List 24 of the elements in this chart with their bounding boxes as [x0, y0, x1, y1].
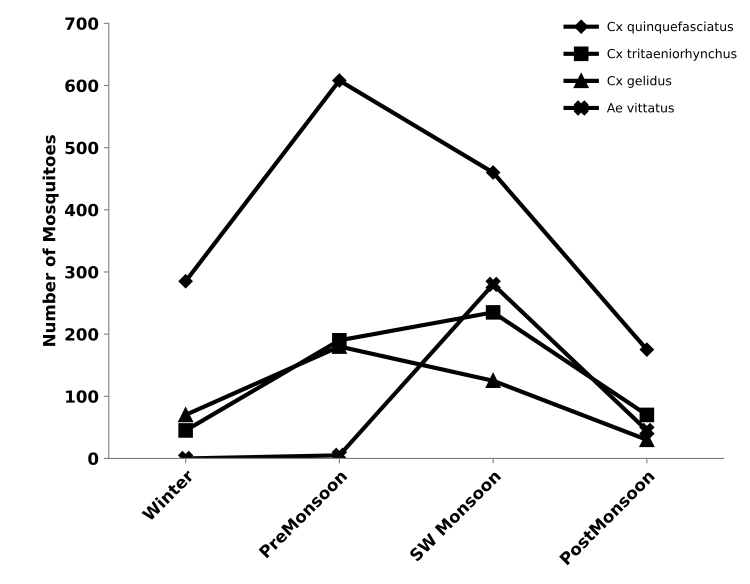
y-tick-label: 200: [66, 328, 98, 341]
point: [178, 408, 193, 422]
y-tick-label: 100: [66, 390, 98, 403]
y-tick-label: 0: [88, 452, 98, 466]
point: [640, 342, 654, 357]
point: [486, 166, 500, 180]
y-tick-label: 600: [65, 79, 98, 92]
legend-label: Cx tritaeniorhynchus: [608, 48, 736, 61]
legend-label: Cx gelidus: [608, 76, 672, 88]
legend-label: Ae vittatus: [606, 102, 674, 113]
y-axis-title: Number of Mosquitoes: [42, 135, 59, 346]
point: [178, 274, 193, 288]
point: [640, 408, 654, 422]
y-tick-label: 300: [65, 266, 98, 279]
point: [178, 423, 193, 438]
y-tick-label: 500: [66, 142, 98, 154]
point: [486, 373, 500, 388]
point: [332, 74, 346, 88]
legend-label: Cx quinquefasciatus: [608, 22, 734, 34]
y-tick-label: 700: [65, 17, 98, 30]
point: [640, 423, 654, 438]
y-tick-label: 400: [64, 204, 98, 216]
point: [486, 305, 500, 320]
point: [486, 277, 500, 292]
